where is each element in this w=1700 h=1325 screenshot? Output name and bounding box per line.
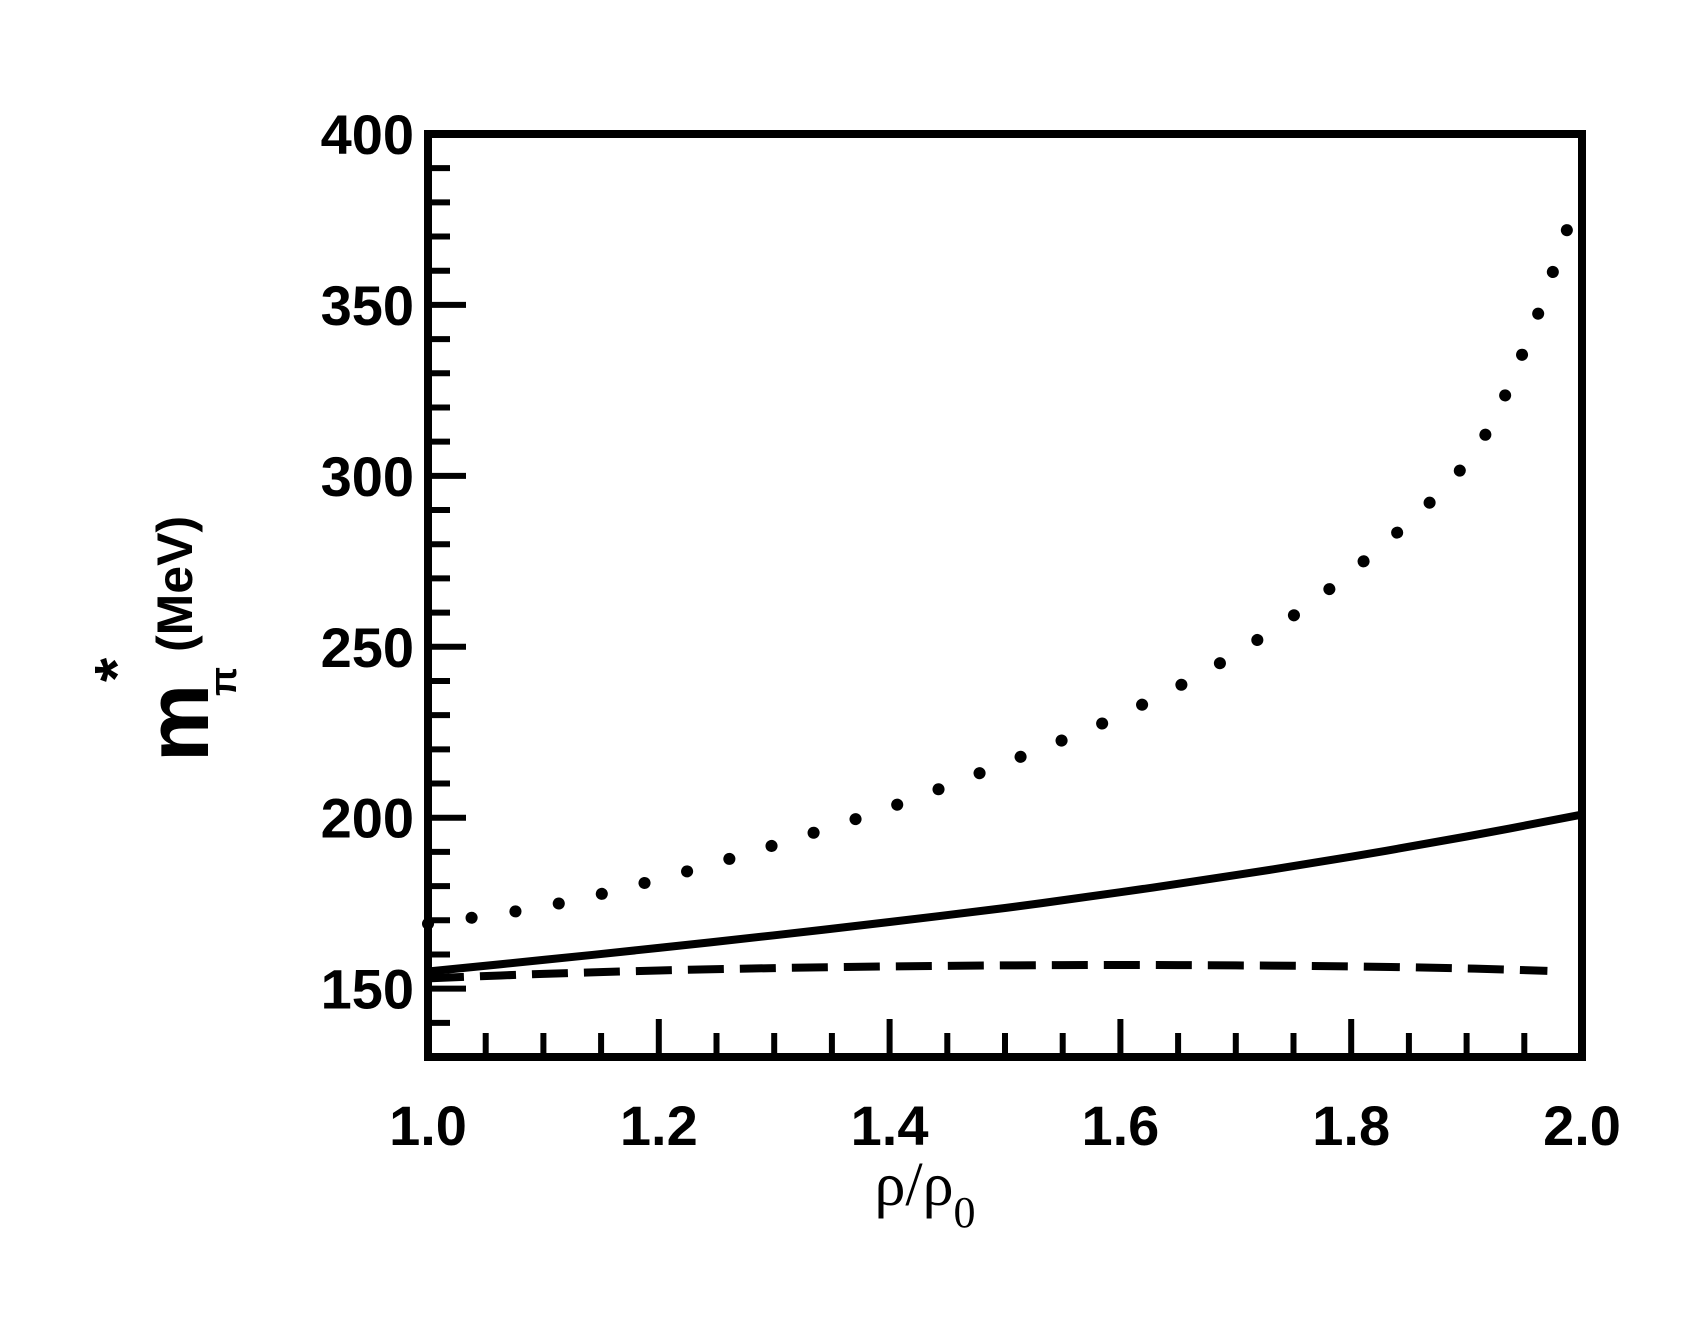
y-axis-title-superscript: * (83, 657, 152, 682)
y-axis-title-symbol: m (128, 684, 227, 762)
x-axis-title-main: ρ/ρ (874, 1151, 953, 1219)
x-tick-label: 1.2 (620, 1094, 698, 1157)
x-tick-label: 1.8 (1312, 1094, 1390, 1157)
x-axis-title: ρ/ρ0 (874, 1151, 975, 1237)
y-tick-label: 400 (321, 103, 414, 166)
y-tick-label: 350 (321, 274, 414, 337)
y-tick-label: 300 (321, 445, 414, 508)
y-axis-title-subscript: π (203, 667, 245, 696)
y-tick-label: 150 (321, 958, 414, 1021)
y-axis-title: m * π (MeV) (83, 516, 245, 762)
series-layer (422, 196, 1583, 983)
x-tick-label: 1.6 (1081, 1094, 1159, 1157)
y-axis-title-unit: (MeV) (147, 516, 203, 652)
x-tick-label: 2.0 (1543, 1094, 1621, 1157)
x-tick-label: 1.4 (851, 1094, 929, 1157)
series-solid-line (427, 810, 1583, 976)
y-tick-label: 200 (321, 787, 414, 850)
tick-labels: 150 200 250 300 350 400 1.0 1.2 1.4 1.6 1.8 2.0 (321, 103, 1621, 1157)
x-tick-label: 1.0 (389, 1094, 467, 1157)
plot-frame (424, 130, 1586, 1061)
series-dotted-line (422, 196, 1583, 930)
x-axis-title-subscript: 0 (954, 1188, 976, 1237)
y-tick-label: 250 (321, 616, 414, 679)
series-dashed-line (427, 960, 1548, 983)
